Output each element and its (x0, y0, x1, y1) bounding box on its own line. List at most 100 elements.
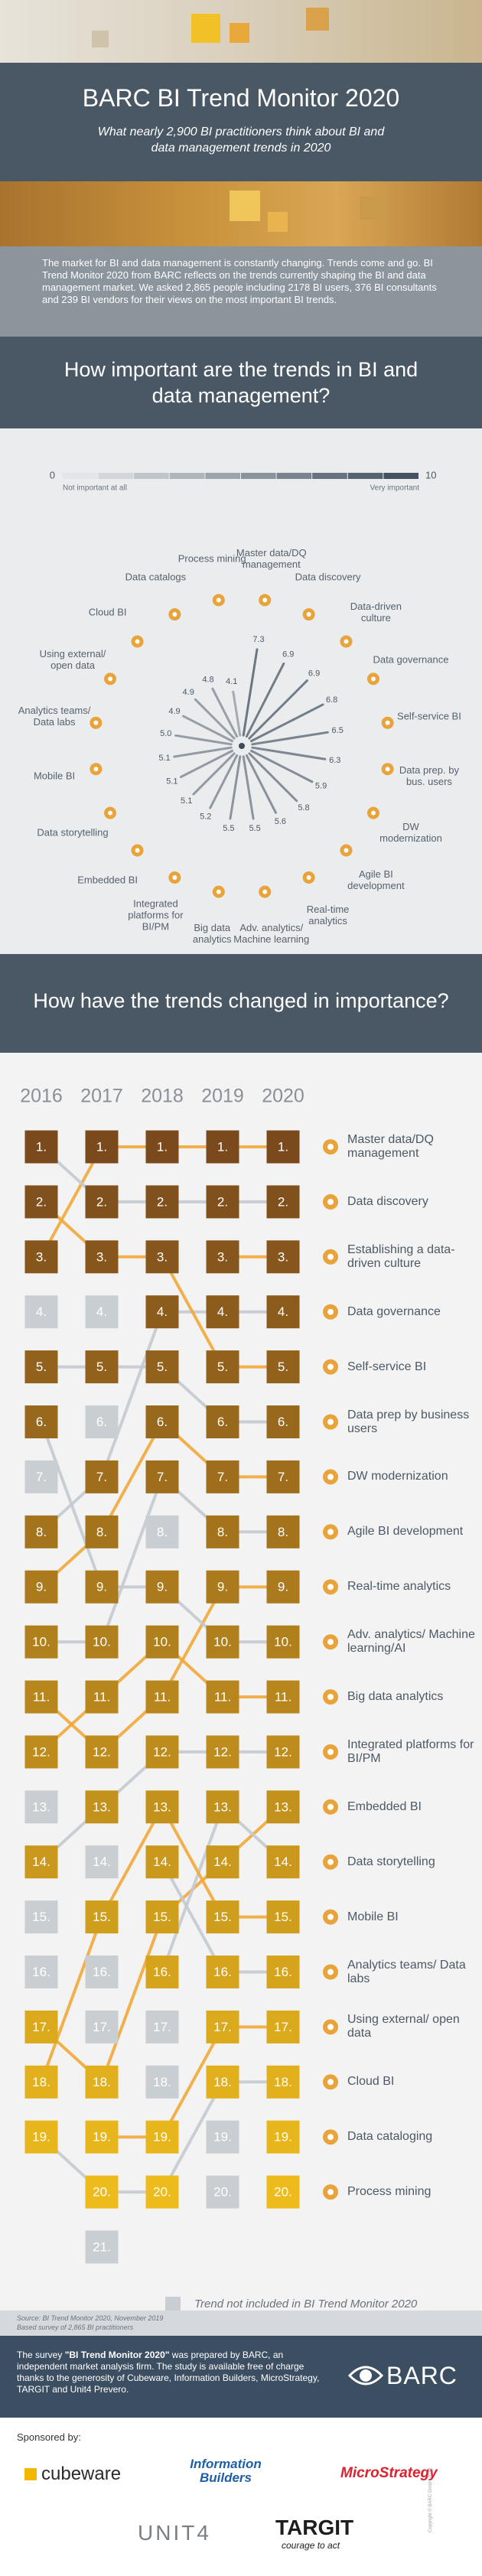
value-label: 5.2 (200, 813, 211, 822)
excluded-rank-label: 21. (93, 2239, 111, 2254)
rank-label: 3. (217, 1249, 228, 1264)
rank-label: 1. (157, 1139, 168, 1154)
trend-label: Data prep. by bus. users (399, 764, 459, 787)
rank-label: 17. (213, 2020, 232, 2034)
trend-icon-inner (327, 1584, 334, 1591)
trend-name: Integrated platforms for BI/PM (347, 1737, 474, 1765)
color-scale-segment (98, 473, 134, 479)
trend-line (102, 2025, 283, 2139)
radial-chart: 0 10 Not important at all Very important 7.3… (50, 469, 436, 898)
trend-icon-inner (327, 1308, 334, 1315)
rank-label: 9. (36, 1580, 47, 1594)
value-label: 7.3 (252, 635, 264, 644)
rank-box (24, 2010, 58, 2044)
rank-label: 16. (153, 1965, 171, 1979)
legend-swatch (165, 2297, 181, 2311)
color-scale-segment (63, 473, 98, 479)
rank-box (206, 1295, 239, 1329)
rank-label: 6. (217, 1415, 228, 1429)
trend-label: Self-service BI (397, 710, 461, 722)
rank-label: 1. (217, 1139, 228, 1154)
rank-box (206, 1185, 239, 1219)
rank-label: 8. (96, 1525, 107, 1539)
scale-max-caption: Very important (370, 484, 420, 493)
rank-label: 1. (96, 1139, 107, 1154)
excluded-box (24, 1460, 58, 1493)
excluded-rank-label: 6. (96, 1415, 107, 1429)
decor-square (191, 14, 220, 43)
rank-box (145, 1350, 179, 1384)
rank-label: 2. (96, 1194, 107, 1209)
logo-shape (360, 2369, 372, 2382)
rank-label: 15. (274, 1910, 292, 1924)
rank-box (145, 1130, 179, 1164)
rank-label: 12. (274, 1744, 292, 1759)
rank-box (145, 1956, 179, 1988)
rank-label: 6. (278, 1415, 288, 1429)
value-label: 4.9 (183, 688, 194, 697)
color-scale-segment (312, 473, 347, 479)
rank-label: 5. (36, 1360, 47, 1374)
footer-text: The survey "BI Trend Monitor 2020" was p… (17, 2350, 331, 2395)
rank-label: 5. (217, 1360, 228, 1374)
rank-label: 4. (278, 1304, 288, 1319)
trend-icon-inner (344, 848, 349, 853)
barc-logo: BARC (386, 2362, 458, 2389)
rank-label: 12. (213, 1744, 232, 1759)
rank-label: 5. (278, 1360, 288, 1374)
value-label: 5.1 (166, 777, 177, 786)
spoke (245, 754, 277, 814)
value-label: 6.9 (308, 669, 320, 678)
color-scale-segment (205, 473, 240, 479)
excluded-box (24, 1956, 58, 1988)
rank-box (145, 1680, 179, 1714)
rank-box (206, 1735, 239, 1769)
sponsor-logo: Information Builders (190, 2457, 262, 2485)
rank-box (145, 1460, 179, 1493)
trend-icon-inner (327, 1474, 334, 1480)
decor-square (306, 8, 329, 31)
trend-name: Embedded BI (347, 1799, 422, 1813)
spoke (232, 690, 242, 737)
year-label: 2018 (141, 1086, 184, 1107)
rank-label: 11. (93, 1689, 110, 1704)
rank-box (206, 1845, 239, 1879)
excluded-box (85, 1405, 119, 1438)
rank-label: 4. (217, 1304, 228, 1319)
trend-icon-inner (262, 889, 268, 894)
trend-name: Cloud BI (347, 2075, 395, 2089)
sponsors-label: Sponsored by: (17, 2431, 81, 2443)
trend-icon-inner (327, 1803, 334, 1810)
rank-label: 18. (274, 2075, 292, 2089)
rank-box (266, 2010, 300, 2044)
color-scale-segment (241, 473, 276, 479)
trend-icon-inner (327, 1913, 334, 1920)
trend-line (161, 1805, 285, 1973)
sponsor-logo: MicroStrategy (340, 2465, 438, 2481)
rank-box (206, 1625, 239, 1659)
excluded-rank-label: 15. (32, 1910, 50, 1924)
sponsor-tagline: courage to act (282, 2540, 340, 2551)
spoke (242, 648, 259, 737)
trend-icon-inner (216, 889, 221, 894)
rank-label: 14. (274, 1855, 292, 1869)
rank-label: 5. (96, 1360, 107, 1374)
footer-block: The survey "BI Trend Monitor 2020" was p… (0, 2336, 482, 2418)
trend-name: Self-service BI (347, 1360, 427, 1373)
rank-box (266, 1900, 300, 1934)
trend-label: Data catalogs (125, 571, 187, 583)
rank-label: 17. (32, 2020, 50, 2034)
rank-label: 10. (274, 1635, 292, 1649)
rank-box (85, 1460, 119, 1493)
footer-text-part: was prepared by BARC, an independent mar… (17, 2350, 320, 2395)
trend-name: Data cataloging (347, 2130, 433, 2144)
footer-text-part: The survey (17, 2350, 65, 2360)
rank-label: 9. (157, 1580, 168, 1594)
rank-label: 12. (32, 1744, 50, 1759)
trend-icon-inner (385, 720, 390, 725)
trend-line (40, 1420, 283, 1588)
rank-label: 16. (274, 1965, 292, 1979)
value-label: 4.9 (168, 707, 180, 716)
rank-box (145, 1295, 179, 1329)
trend-label: Data-driven culture (350, 600, 402, 624)
